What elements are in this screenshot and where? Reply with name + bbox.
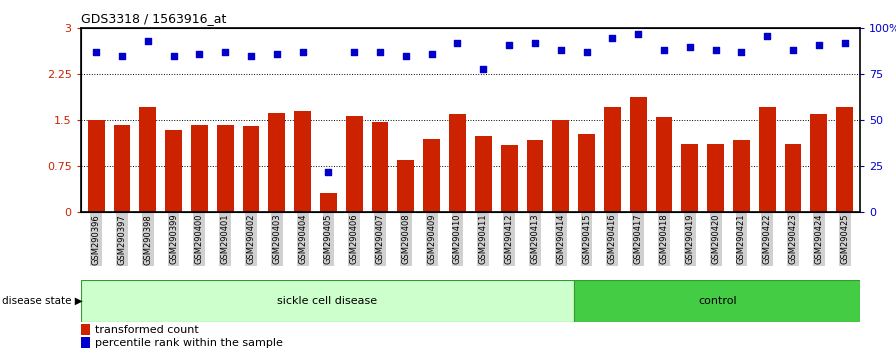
- Bar: [759, 107, 776, 212]
- Bar: [630, 97, 647, 212]
- Bar: [578, 134, 595, 212]
- Point: [683, 44, 697, 50]
- Point: [244, 53, 258, 59]
- Text: disease state ▶: disease state ▶: [2, 296, 82, 306]
- Bar: [81, 324, 90, 335]
- Bar: [320, 193, 337, 212]
- Point: [451, 40, 465, 46]
- Bar: [269, 113, 285, 212]
- Point: [89, 50, 103, 55]
- Point: [580, 50, 594, 55]
- Point: [322, 169, 336, 175]
- Bar: [574, 280, 860, 322]
- Point: [399, 53, 413, 59]
- Point: [605, 35, 619, 40]
- Bar: [707, 144, 724, 212]
- Text: GDS3318 / 1563916_at: GDS3318 / 1563916_at: [81, 12, 226, 25]
- Point: [631, 31, 645, 37]
- Bar: [88, 120, 105, 212]
- Bar: [81, 280, 574, 322]
- Text: control: control: [698, 296, 737, 306]
- Text: sickle cell disease: sickle cell disease: [278, 296, 377, 306]
- Point: [502, 42, 516, 48]
- Text: transformed count: transformed count: [96, 325, 199, 335]
- Bar: [501, 145, 518, 212]
- Bar: [552, 120, 569, 212]
- Bar: [449, 114, 466, 212]
- Bar: [81, 337, 90, 348]
- Point: [657, 47, 671, 53]
- Bar: [114, 125, 130, 212]
- Point: [141, 38, 155, 44]
- Point: [270, 51, 284, 57]
- Point: [373, 50, 387, 55]
- Bar: [836, 107, 853, 212]
- Point: [760, 33, 774, 39]
- Text: percentile rank within the sample: percentile rank within the sample: [96, 338, 283, 348]
- Bar: [165, 130, 182, 212]
- Bar: [733, 140, 750, 212]
- Bar: [140, 107, 156, 212]
- Bar: [811, 114, 827, 212]
- Bar: [527, 140, 543, 212]
- Bar: [398, 160, 414, 212]
- Point: [554, 47, 568, 53]
- Point: [709, 47, 723, 53]
- Point: [218, 50, 232, 55]
- Bar: [243, 126, 259, 212]
- Point: [786, 47, 800, 53]
- Point: [812, 42, 826, 48]
- Point: [167, 53, 181, 59]
- Point: [528, 40, 542, 46]
- Point: [115, 53, 129, 59]
- Point: [838, 40, 852, 46]
- Point: [476, 66, 490, 72]
- Point: [347, 50, 361, 55]
- Bar: [475, 136, 492, 212]
- Point: [296, 50, 310, 55]
- Point: [193, 51, 207, 57]
- Point: [734, 50, 748, 55]
- Bar: [604, 107, 621, 212]
- Bar: [785, 144, 801, 212]
- Bar: [294, 111, 311, 212]
- Bar: [372, 121, 389, 212]
- Bar: [217, 125, 234, 212]
- Bar: [682, 144, 698, 212]
- Bar: [191, 125, 208, 212]
- Bar: [656, 117, 672, 212]
- Bar: [346, 116, 363, 212]
- Bar: [423, 139, 440, 212]
- Point: [425, 51, 439, 57]
